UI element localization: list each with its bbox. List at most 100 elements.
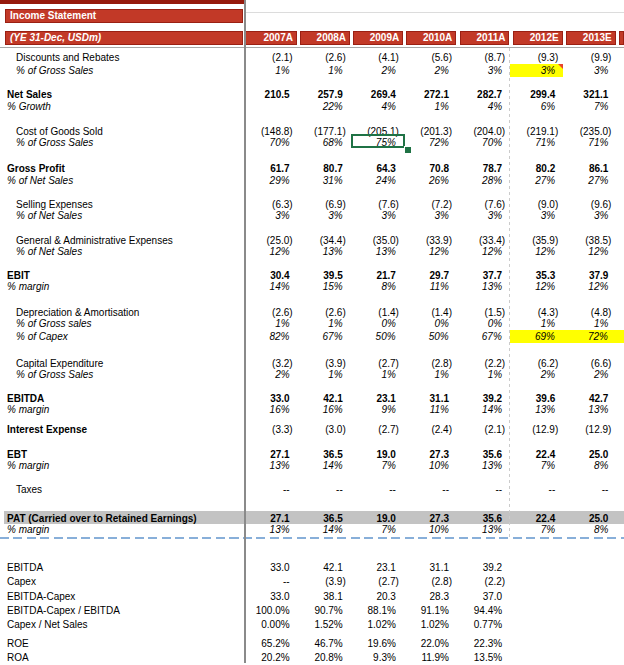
cell-ga-pct-2010A[interactable]: 12% — [404, 245, 457, 258]
cell-discounts-2007A[interactable]: (2.1) — [245, 51, 298, 64]
cell-da-pct-capex-2007A[interactable]: 82% — [244, 330, 297, 343]
cell-ebitda-pct-2012E[interactable]: 13% — [510, 403, 563, 416]
cell-gp-pct-2011A[interactable]: 28% — [457, 174, 510, 187]
cell-taxes-2013E[interactable]: -- — [563, 483, 616, 496]
cell-capex-pct-2008A[interactable]: 1% — [298, 368, 351, 381]
cell-roe-2012E[interactable] — [510, 637, 563, 650]
cell-cogs-pct-2011A[interactable]: 70% — [457, 136, 510, 149]
cell-roe-2009A[interactable]: 19.6% — [351, 637, 404, 650]
cell-capex-pct-2011A[interactable]: 1% — [457, 368, 510, 381]
cell-calc-capex-ns-2008A[interactable]: 1.52% — [298, 618, 351, 631]
cell-calc-capex-ns-2013E[interactable] — [563, 618, 616, 631]
cell-da-pct-gross-2009A[interactable]: 0% — [351, 317, 404, 330]
cell-discounts-2010A[interactable]: (5.6) — [404, 51, 457, 64]
row-label-calc-capex-ns[interactable]: Capex / Net Sales — [0, 618, 245, 631]
cell-gp-pct-2013E[interactable]: 27% — [563, 174, 616, 187]
cell-cogs-pct-2013E[interactable]: 71% — [563, 136, 616, 149]
cell-ebit-pct-2008A[interactable]: 15% — [298, 280, 351, 293]
cell-calc-capex-ns-2012E[interactable] — [510, 618, 563, 631]
cell-ebt-pct-2010A[interactable]: 10% — [404, 459, 457, 472]
cell-roe-2007A[interactable]: 65.2% — [245, 637, 298, 650]
cell-discounts-2012E[interactable]: (9.3) — [510, 51, 563, 64]
cell-calc-ebitda-2008A[interactable]: 42.1 — [298, 561, 351, 574]
cell-calc-ec-ratio-2011A[interactable]: 94.4% — [457, 604, 510, 617]
cell-calc-capex-ns-2010A[interactable]: 1.02% — [404, 618, 457, 631]
cell-da-pct-gross-2008A[interactable]: 1% — [298, 317, 351, 330]
cell-calc-ebitda-capex-2013E[interactable] — [563, 590, 616, 603]
cell-ga-pct-2007A[interactable]: 12% — [245, 245, 298, 258]
row-label-pat-pct[interactable]: % margin — [0, 523, 245, 536]
row-label-discounts[interactable]: Discounts and Rebates — [0, 51, 245, 64]
row-label-roa[interactable]: ROA — [0, 651, 245, 664]
cell-interest-2011A[interactable]: (2.1) — [457, 423, 510, 436]
cell-discounts-pct-2012E[interactable]: 3% — [510, 64, 563, 77]
cell-cogs-pct-2012E[interactable]: 71% — [510, 136, 563, 149]
row-label-roe[interactable]: ROE — [0, 637, 245, 650]
selection-fill-handle[interactable] — [404, 146, 412, 154]
cell-calc-capex-2009A[interactable]: (2.7) — [351, 575, 404, 588]
cell-calc-ebitda-capex-2012E[interactable] — [510, 590, 563, 603]
cell-calc-ebitda-capex-2009A[interactable]: 20.3 — [351, 590, 404, 603]
row-label-calc-capex[interactable]: Capex — [0, 575, 245, 588]
cell-calc-capex-ns-2009A[interactable]: 1.02% — [351, 618, 404, 631]
cell-roa-2009A[interactable]: 9.3% — [351, 651, 404, 664]
cell-ebitda-pct-2009A[interactable]: 9% — [351, 403, 404, 416]
row-label-discounts-pct[interactable]: % of Gross Sales — [0, 64, 245, 77]
cell-roa-2008A[interactable]: 20.8% — [298, 651, 351, 664]
cell-selling-pct-2013E[interactable]: 3% — [563, 209, 616, 222]
cell-ga-pct-2013E[interactable]: 12% — [563, 245, 616, 258]
cell-ebit-pct-2009A[interactable]: 8% — [351, 280, 404, 293]
cell-da-pct-capex-2013E[interactable]: 72% — [563, 330, 616, 343]
cell-interest-2009A[interactable]: (2.7) — [351, 423, 404, 436]
cell-roa-2013E[interactable] — [563, 651, 616, 664]
cell-interest-2012E[interactable]: (12.9) — [510, 423, 563, 436]
cell-da-pct-capex-2012E[interactable]: 69% — [510, 330, 563, 343]
cell-ga-pct-2011A[interactable]: 12% — [457, 245, 510, 258]
cell-da-pct-gross-2007A[interactable]: 1% — [245, 317, 298, 330]
cell-gp-pct-2009A[interactable]: 24% — [351, 174, 404, 187]
row-label-calc-ebitda[interactable]: EBITDA — [0, 561, 245, 574]
row-label-taxes[interactable]: Taxes — [0, 483, 245, 496]
row-label-ga-pct[interactable]: % of Net Sales — [0, 245, 245, 258]
cell-roa-2012E[interactable] — [510, 651, 563, 664]
cell-discounts-2013E[interactable]: (9.9) — [563, 51, 616, 64]
cell-calc-ec-ratio-2012E[interactable] — [510, 604, 563, 617]
cell-gp-pct-2008A[interactable]: 31% — [298, 174, 351, 187]
cell-calc-capex-2007A[interactable]: -- — [245, 575, 298, 588]
row-label-cogs-pct[interactable]: % of Gross Sales — [0, 136, 245, 149]
cell-discounts-pct-2009A[interactable]: 2% — [351, 64, 404, 77]
cell-roe-2013E[interactable] — [563, 637, 616, 650]
cell-calc-ebitda-2009A[interactable]: 23.1 — [351, 561, 404, 574]
cell-discounts-pct-2008A[interactable]: 1% — [298, 64, 351, 77]
cell-ebitda-pct-2011A[interactable]: 14% — [457, 403, 510, 416]
cell-discounts-2008A[interactable]: (2.6) — [298, 51, 351, 64]
cell-gp-pct-2007A[interactable]: 29% — [245, 174, 298, 187]
cell-pat-pct-2013E[interactable]: 8% — [563, 523, 616, 536]
cell-discounts-2011A[interactable]: (8.7) — [457, 51, 510, 64]
cell-calc-capex-2013E[interactable] — [563, 575, 616, 588]
cell-ebt-pct-2012E[interactable]: 7% — [510, 459, 563, 472]
cell-ga-pct-2008A[interactable]: 13% — [298, 245, 351, 258]
cell-calc-ec-ratio-2009A[interactable]: 88.1% — [351, 604, 404, 617]
cell-ebt-pct-2011A[interactable]: 13% — [457, 459, 510, 472]
row-label-gp-pct[interactable]: % of Net Sales — [0, 174, 245, 187]
cell-capex-pct-2013E[interactable]: 2% — [563, 368, 616, 381]
cell-growth-pct-2010A[interactable]: 1% — [404, 100, 457, 113]
cell-gp-pct-2010A[interactable]: 26% — [404, 174, 457, 187]
row-label-ebt-pct[interactable]: % margin — [0, 459, 245, 472]
row-label-da-pct-capex[interactable]: % of Capex — [0, 330, 244, 343]
cell-capex-pct-2010A[interactable]: 1% — [404, 368, 457, 381]
cell-da-pct-capex-2011A[interactable]: 67% — [457, 330, 510, 343]
cell-ebitda-pct-2010A[interactable]: 11% — [404, 403, 457, 416]
cell-ebitda-pct-2007A[interactable]: 16% — [245, 403, 298, 416]
cell-calc-ec-ratio-2007A[interactable]: 100.0% — [245, 604, 298, 617]
cell-da-pct-capex-2008A[interactable]: 67% — [297, 330, 350, 343]
cell-roa-2011A[interactable]: 13.5% — [457, 651, 510, 664]
cell-capex-pct-2012E[interactable]: 2% — [510, 368, 563, 381]
cell-pat-pct-2008A[interactable]: 14% — [298, 523, 351, 536]
cell-interest-2008A[interactable]: (3.0) — [298, 423, 351, 436]
cell-roa-2007A[interactable]: 20.2% — [245, 651, 298, 664]
cell-discounts-pct-2011A[interactable]: 3% — [457, 64, 510, 77]
cell-growth-pct-2007A[interactable] — [245, 100, 298, 113]
cell-interest-2007A[interactable]: (3.3) — [245, 423, 298, 436]
